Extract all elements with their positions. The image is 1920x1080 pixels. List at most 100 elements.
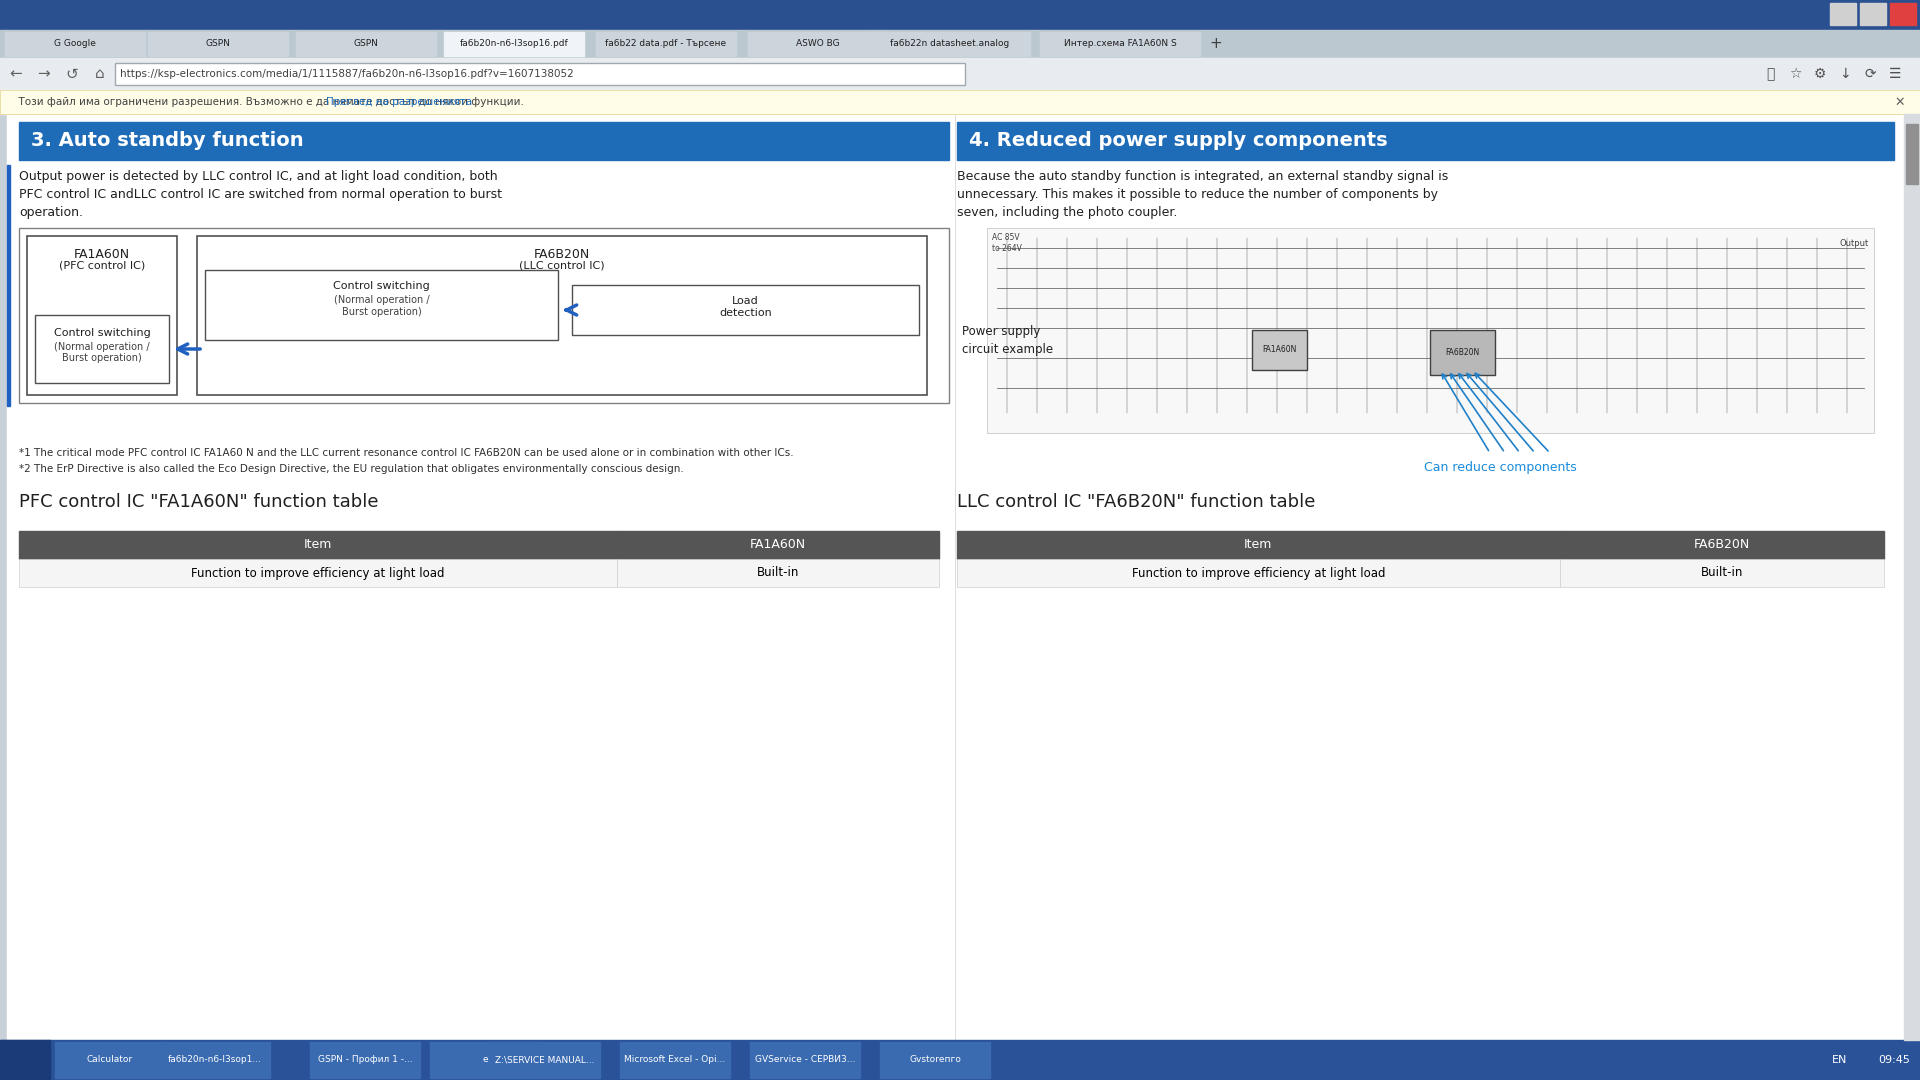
Text: FA1A60N: FA1A60N: [751, 539, 806, 552]
Text: FA1A60N: FA1A60N: [75, 247, 131, 260]
Bar: [0, 0, 1920, 30]
Text: Gvstorепго: Gvstorепго: [908, 1055, 960, 1065]
Text: Because the auto standby function is integrated, an external standby signal is
u: Because the auto standby function is int…: [956, 170, 1448, 219]
Bar: [490, 1042, 599, 1078]
Text: LLC control IC "FA6B20N" function table: LLC control IC "FA6B20N" function table: [956, 492, 1315, 511]
Text: fa6b22n datasheet.analog: fa6b22n datasheet.analog: [891, 40, 1010, 49]
Bar: [987, 228, 1874, 433]
Text: +: +: [1210, 37, 1223, 52]
Text: 09:45: 09:45: [1878, 1055, 1910, 1065]
Bar: [205, 270, 559, 340]
Text: (PFC control IC): (PFC control IC): [60, 261, 146, 271]
Bar: [115, 63, 966, 85]
Text: Item: Item: [1244, 539, 1273, 552]
Bar: [1830, 3, 1857, 25]
Bar: [198, 237, 927, 395]
Text: *2 The ErP Directive is also called the Eco Design Directive, the EU regulation : *2 The ErP Directive is also called the …: [19, 464, 684, 474]
Text: Microsoft Excel - Оpi...: Microsoft Excel - Оpi...: [624, 1055, 726, 1065]
Text: EN: EN: [1832, 1055, 1847, 1065]
Text: ⌂: ⌂: [96, 67, 106, 81]
Text: ⟳: ⟳: [1864, 67, 1876, 81]
Bar: [0, 90, 1920, 114]
Text: Преглед на разрешенията: Преглед на разрешенията: [326, 97, 472, 107]
Text: Интер.схема FA1A60N S: Интер.схема FA1A60N S: [1064, 40, 1177, 49]
Text: Function to improve efficiency at light load: Function to improve efficiency at light …: [192, 567, 445, 580]
Bar: [870, 32, 1029, 56]
Text: FA6B20N: FA6B20N: [1693, 539, 1749, 552]
Bar: [956, 531, 1559, 559]
Bar: [56, 1042, 165, 1078]
Text: (Normal operation /: (Normal operation /: [334, 295, 430, 305]
Bar: [572, 285, 920, 335]
Bar: [879, 1042, 991, 1078]
Text: Output: Output: [1839, 239, 1868, 247]
Bar: [616, 531, 939, 559]
Bar: [296, 32, 436, 56]
Text: FA6B20N: FA6B20N: [534, 247, 589, 260]
Bar: [0, 58, 1920, 90]
Text: Control switching: Control switching: [334, 281, 430, 291]
Bar: [0, 1040, 1920, 1080]
Bar: [1252, 330, 1308, 370]
Text: ASWO BG: ASWO BG: [797, 40, 839, 49]
Bar: [0, 1040, 50, 1080]
Bar: [444, 32, 584, 56]
Text: fa6b22 data.pdf - Търсене: fa6b22 data.pdf - Търсене: [605, 40, 726, 49]
Bar: [616, 559, 939, 588]
Text: Burst operation): Burst operation): [61, 353, 142, 363]
Bar: [19, 559, 616, 588]
Bar: [1905, 114, 1920, 1040]
Text: Output power is detected by LLC control IC, and at light load condition, both
PF: Output power is detected by LLC control …: [19, 170, 501, 219]
Text: GVService - СЕРВИ3...: GVService - СЕРВИ3...: [755, 1055, 854, 1065]
Text: Burst operation): Burst operation): [342, 307, 420, 318]
Bar: [159, 1042, 271, 1078]
Text: fa6b20n-n6-l3sop16.pdf: fa6b20n-n6-l3sop16.pdf: [459, 40, 568, 49]
Text: PFC control IC "FA1A60N" function table: PFC control IC "FA1A60N" function table: [19, 492, 378, 511]
Bar: [0, 30, 1920, 58]
Bar: [35, 315, 169, 383]
Text: GSPN: GSPN: [353, 40, 378, 49]
Text: Built-in: Built-in: [1701, 567, 1743, 580]
Text: ✕: ✕: [1895, 95, 1905, 108]
Text: https://ksp-electronics.com/media/1/1115887/fa6b20n-n6-l3sop16.pdf?v=1607138052: https://ksp-electronics.com/media/1/1115…: [119, 69, 574, 79]
Bar: [595, 32, 735, 56]
Text: e: e: [482, 1055, 488, 1065]
Text: GSPN: GSPN: [205, 40, 230, 49]
Bar: [0, 90, 1920, 114]
Text: ☰: ☰: [1889, 67, 1901, 81]
Bar: [1559, 531, 1884, 559]
Bar: [19, 122, 948, 160]
Text: Item: Item: [303, 539, 332, 552]
Bar: [1430, 330, 1496, 375]
Bar: [8, 165, 10, 406]
Bar: [1860, 3, 1885, 25]
Bar: [620, 1042, 730, 1078]
Text: FA6B20N: FA6B20N: [1446, 348, 1480, 357]
Bar: [27, 237, 177, 395]
Text: Calculator: Calculator: [86, 1055, 132, 1065]
Bar: [1206, 33, 1227, 54]
Bar: [19, 228, 948, 403]
Text: AC 85V
to 264V: AC 85V to 264V: [993, 233, 1021, 253]
Text: FA1A60N: FA1A60N: [1261, 346, 1296, 354]
Bar: [148, 32, 288, 56]
Text: ↺: ↺: [65, 67, 79, 81]
Text: Control switching: Control switching: [54, 328, 150, 338]
Text: Load: Load: [732, 296, 758, 306]
Text: GSPN - Профил 1 -...: GSPN - Профил 1 -...: [317, 1055, 413, 1065]
Text: ←: ←: [10, 67, 23, 81]
Text: Този файл има ограничени разрешения. Възможно е да нямате достъп до някои функци: Този файл има ограничени разрешения. Въз…: [12, 97, 528, 107]
Bar: [309, 1042, 420, 1078]
Bar: [8, 114, 1905, 1040]
Text: 4. Reduced power supply components: 4. Reduced power supply components: [970, 132, 1388, 150]
Text: detection: detection: [720, 308, 772, 318]
Text: 3. Auto standby function: 3. Auto standby function: [31, 132, 303, 150]
Text: ⚙: ⚙: [1814, 67, 1826, 81]
Text: Built-in: Built-in: [756, 567, 799, 580]
Text: Can reduce components: Can reduce components: [1423, 461, 1576, 474]
Text: ⭐: ⭐: [1766, 67, 1774, 81]
Bar: [6, 32, 146, 56]
Bar: [1041, 32, 1200, 56]
Text: ↓: ↓: [1839, 67, 1851, 81]
Text: (LLC control IC): (LLC control IC): [518, 261, 605, 271]
